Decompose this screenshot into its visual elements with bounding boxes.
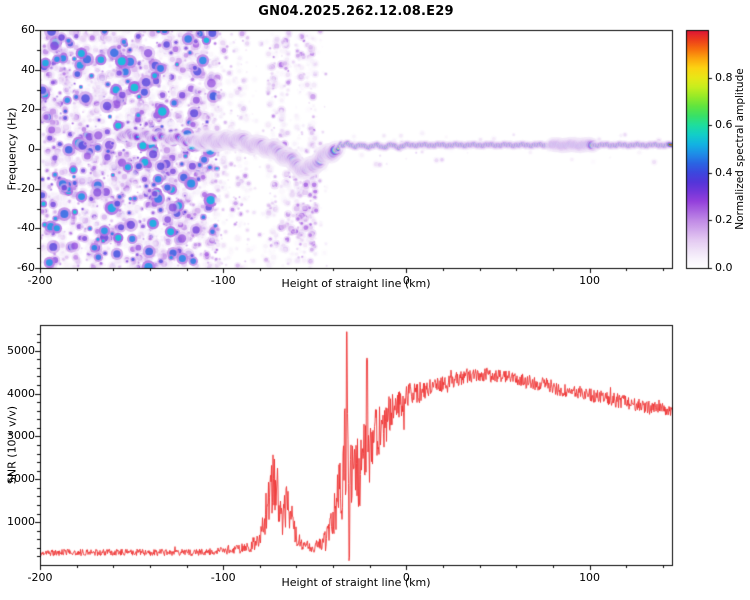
snr-ytick-label: 2000	[7, 472, 35, 486]
colorbar-tick-label: 0.4	[715, 165, 733, 179]
colorbar-tick-label: 0.0	[715, 261, 733, 274]
spectrogram-ytick-label: 40	[21, 62, 35, 76]
colorbar-tick-label: 0.8	[715, 70, 733, 84]
colorbar-tick-label: 0.2	[715, 213, 733, 227]
spectrogram-xtick-label: 0	[402, 274, 410, 287]
spectrogram-xtick-label: 100	[579, 274, 601, 287]
snr-xtick-label: -200	[27, 571, 53, 584]
snr-xaxis-label: Height of straight line (km)	[281, 576, 431, 589]
spectrogram-xtick-label: -100	[210, 274, 236, 287]
spectrogram-ytick-label: -20	[17, 181, 35, 195]
colorbar-label: Normalized spectral amplitude	[734, 68, 746, 230]
spectrogram-ytick-label: 0	[28, 142, 35, 155]
snr-ytick-label: 4000	[7, 386, 35, 400]
snr-ytick-label: 5000	[7, 343, 35, 357]
spectrogram-ytick-label: 60	[21, 23, 35, 36]
spectrogram-ytick-label: -40	[17, 221, 35, 235]
snr-ytick-label: 3000	[7, 429, 35, 443]
snr-xtick-label: 100	[579, 571, 601, 584]
spectrogram-xtick-label: -200	[27, 274, 53, 287]
figure-title: GN04.2025.262.12.08.E29	[258, 4, 454, 19]
snr-ytick-label: 1000	[7, 515, 35, 529]
spectrogram-xaxis-label: Height of straight line (km)	[281, 277, 431, 290]
colorbar-tick-label: 0.6	[715, 118, 733, 132]
spectrogram-ytick-label: 20	[21, 102, 35, 116]
spectrogram-ytick-label: -60	[17, 261, 35, 274]
snr-xtick-label: 0	[402, 571, 410, 584]
snr-xtick-label: -100	[210, 571, 236, 584]
